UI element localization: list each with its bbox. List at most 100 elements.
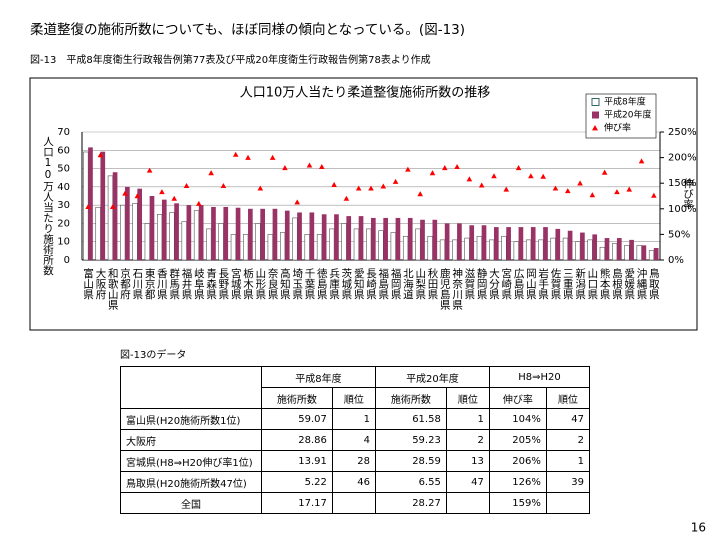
legend-label: 伸び率 xyxy=(604,122,631,134)
bar xyxy=(341,223,347,261)
x-tick-label: 栃木県 xyxy=(242,267,254,300)
growth-marker xyxy=(392,178,399,184)
table-cell: 1 xyxy=(331,408,376,430)
growth-marker xyxy=(614,189,620,195)
bar xyxy=(272,208,278,260)
growth-marker xyxy=(466,176,473,182)
table-cell: 28.86 xyxy=(261,429,333,451)
bar xyxy=(329,228,335,261)
x-tick-label: 鳥取県 xyxy=(648,267,660,300)
growth-marker xyxy=(478,182,485,188)
y-tick-label: 0 xyxy=(64,255,70,266)
growth-marker xyxy=(294,199,301,205)
table-cell: 全国 xyxy=(120,492,262,514)
growth-marker xyxy=(601,169,608,175)
bar xyxy=(636,245,642,261)
growth-marker xyxy=(269,154,276,160)
bar xyxy=(304,234,310,261)
growth-marker xyxy=(146,167,153,173)
bar xyxy=(525,239,532,261)
growth-marker xyxy=(441,165,448,171)
x-tick-label: 徳島県 xyxy=(316,267,328,300)
bar xyxy=(629,239,634,260)
x-tick-label: 新潟県 xyxy=(574,268,586,300)
bar xyxy=(218,223,224,261)
growth-marker xyxy=(331,181,337,187)
growth-marker xyxy=(429,170,436,176)
growth-marker xyxy=(515,165,522,171)
table-cell xyxy=(445,492,490,514)
bar xyxy=(149,196,155,260)
x-tick-label: 山梨県 xyxy=(414,268,426,300)
table-cell: 28.59 xyxy=(374,450,447,472)
bar xyxy=(255,223,261,261)
bar xyxy=(125,186,130,260)
table-cell: 46 xyxy=(331,471,376,493)
bar xyxy=(107,175,113,261)
y2-axis-label: 伸び率 xyxy=(682,178,694,210)
table-cell: 206% xyxy=(488,450,547,472)
bar xyxy=(378,230,384,261)
bar xyxy=(489,239,495,261)
bar xyxy=(112,172,118,260)
bar xyxy=(402,235,409,261)
bar xyxy=(624,245,630,261)
x-tick-label: 山形県 xyxy=(254,268,266,300)
x-tick-label: 島根県 xyxy=(611,267,623,300)
bar xyxy=(279,232,286,261)
table-cell: 39 xyxy=(545,471,591,493)
bar xyxy=(390,232,396,261)
growth-marker xyxy=(183,182,190,188)
bar xyxy=(501,235,507,261)
table-cell: 6.55 xyxy=(374,471,447,493)
y-tick-label: 10 xyxy=(57,237,70,248)
table-cell: 2 xyxy=(445,429,490,451)
table-cell xyxy=(545,492,591,514)
growth-marker xyxy=(540,173,546,179)
bar xyxy=(292,217,298,261)
legend-label: 平成20年度 xyxy=(604,109,651,121)
bar xyxy=(432,219,438,260)
bar xyxy=(223,206,229,260)
growth-marker xyxy=(134,193,141,199)
y-tick-label: 70 xyxy=(57,127,70,138)
bar xyxy=(612,243,618,261)
table-cell: 28.27 xyxy=(374,492,447,514)
bar xyxy=(371,217,376,260)
heading: 柔道整復の施術所数についても、ほぼ同様の傾向となっている。(図-13) xyxy=(30,21,465,38)
table-row: 施術所数 順位 施術所数 順位 伸び率 順位 xyxy=(121,387,591,409)
growth-marker xyxy=(638,158,645,164)
bar xyxy=(518,227,524,260)
table-cell: 大阪府 xyxy=(120,429,262,451)
table-cell: 28 xyxy=(331,450,376,472)
bar xyxy=(599,246,605,261)
x-tick-label: 長崎県 xyxy=(365,268,377,300)
table-cell: 平成20年度 xyxy=(374,366,490,388)
bar xyxy=(464,237,470,261)
x-tick-label: 長野県 xyxy=(217,268,229,300)
table-cell: 1 xyxy=(445,408,490,430)
growth-marker xyxy=(232,151,239,157)
y2-tick-label: 0% xyxy=(668,255,684,266)
growth-marker xyxy=(109,203,116,209)
bar xyxy=(358,216,364,260)
legend-swatch xyxy=(592,111,599,119)
bar xyxy=(420,219,425,260)
growth-marker xyxy=(454,164,460,170)
x-tick-label: 香川県 xyxy=(156,268,168,300)
bar xyxy=(444,223,450,260)
y2-tick-label: 250% xyxy=(668,127,697,138)
table-caption: 図-13のデータ xyxy=(120,348,186,361)
bar xyxy=(186,205,192,260)
growth-marker xyxy=(368,185,374,191)
x-tick-label: 青森県 xyxy=(205,267,217,300)
bar xyxy=(137,188,143,260)
x-tick-label: 埼玉県 xyxy=(291,267,303,300)
table-cell: 1 xyxy=(545,450,591,472)
table-row: 鳥取県(H20施術所数47位) 5.22 46 6.55 47 126% 39 xyxy=(120,471,591,493)
bar xyxy=(555,228,561,260)
x-tick-label: 高知県 xyxy=(279,267,291,300)
growth-marker xyxy=(85,203,91,209)
x-tick-label: 奈良県 xyxy=(267,267,279,300)
